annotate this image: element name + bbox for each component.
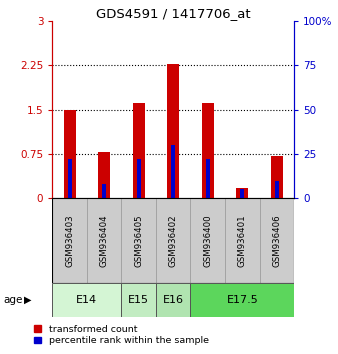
- Bar: [260, 198, 294, 283]
- Bar: [202, 103, 214, 198]
- Bar: [64, 110, 76, 198]
- Text: E14: E14: [76, 295, 97, 305]
- Bar: [156, 198, 191, 283]
- Bar: [191, 283, 294, 317]
- Text: GSM936400: GSM936400: [203, 215, 212, 267]
- Bar: [121, 283, 156, 317]
- Text: GSM936404: GSM936404: [100, 215, 109, 267]
- Bar: [52, 198, 87, 283]
- Text: GSM936406: GSM936406: [272, 215, 281, 267]
- Bar: [68, 159, 72, 198]
- Bar: [52, 283, 121, 317]
- Bar: [137, 159, 141, 198]
- Bar: [121, 198, 156, 283]
- Text: GSM936402: GSM936402: [169, 215, 178, 267]
- Bar: [102, 184, 106, 198]
- Bar: [275, 181, 279, 198]
- Bar: [156, 283, 191, 317]
- Text: age: age: [3, 295, 23, 305]
- Text: GSM936405: GSM936405: [134, 215, 143, 267]
- Bar: [132, 103, 145, 198]
- Bar: [191, 198, 225, 283]
- Title: GDS4591 / 1417706_at: GDS4591 / 1417706_at: [96, 7, 250, 20]
- Text: GSM936403: GSM936403: [65, 215, 74, 267]
- Text: E17.5: E17.5: [226, 295, 258, 305]
- Bar: [240, 189, 244, 198]
- Text: E15: E15: [128, 295, 149, 305]
- Bar: [87, 198, 121, 283]
- Bar: [206, 159, 210, 198]
- Bar: [225, 198, 260, 283]
- Bar: [236, 188, 248, 198]
- Bar: [271, 156, 283, 198]
- Legend: transformed count, percentile rank within the sample: transformed count, percentile rank withi…: [34, 325, 209, 346]
- Bar: [98, 152, 110, 198]
- Text: GSM936401: GSM936401: [238, 215, 247, 267]
- Bar: [171, 145, 175, 198]
- Text: E16: E16: [163, 295, 184, 305]
- Text: ▶: ▶: [24, 295, 32, 305]
- Bar: [167, 64, 179, 198]
